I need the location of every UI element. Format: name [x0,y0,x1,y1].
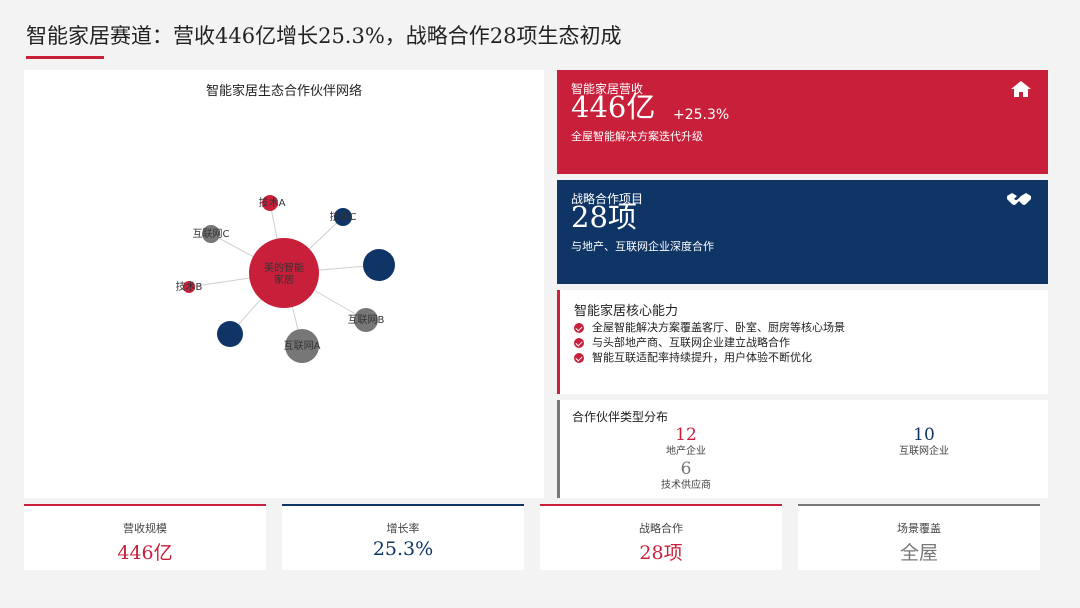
list-item: 智能互联适配率持续提升，用户体验不断优化 [574,350,845,365]
partner-distribution-panel: 合作伙伴类型分布 12 地产企业 10 互联网企业 6 技术供应商 [557,400,1048,498]
network-title: 智能家居生态合作伙伴网络 [205,84,362,99]
kpi-value: 28项 [639,542,683,564]
title-underline [26,56,104,59]
kpi-label: 增长率 [386,522,420,535]
handshake-icon [1006,190,1032,212]
list-item: 与头部地产商、互联网企业建立战略合作 [574,335,845,350]
network-center-node [249,238,319,308]
partnership-subtitle: 与地产、互联网企业深度合作 [571,240,714,253]
network-node [354,308,378,332]
distribution-item-tech: 6 技术供应商 [626,460,746,492]
distribution-item-realestate: 12 地产企业 [626,426,746,458]
check-circle-icon [574,322,584,333]
revenue-label: 智能家居营收 [571,82,644,96]
network-node-label: 技术C [330,210,357,223]
kpi-coverage: 场景覆盖 全屋 [798,504,1040,570]
capabilities-title: 智能家居核心能力 [574,304,679,319]
revenue-subtitle: 全屋智能解决方案迭代升级 [571,130,703,143]
network-node [334,208,352,226]
network-node [183,281,195,293]
distribution-label: 互联网企业 [899,446,949,457]
revenue-value: 446亿 [571,90,656,124]
network-center-label: 家居 [274,273,294,286]
revenue-growth: +25.3% [673,107,730,123]
partnership-card: 战略合作项目 28项 与地产、互联网企业深度合作 [557,180,1048,284]
network-panel: 智能家居生态合作伙伴网络 技术A 技术C 互联网B 互联网A 技术B 互联网C 美的智能 家居 [24,70,544,498]
distribution-label: 地产企业 [666,446,706,457]
check-circle-icon [574,337,584,348]
capabilities-panel: 智能家居核心能力 全屋智能解决方案覆盖客厅、卧室、厨房等核心场景 与头部地产商、… [557,290,1048,394]
network-node-label: 技术A [259,196,286,209]
kpi-value: 全屋 [899,542,938,564]
kpi-growth: 增长率 25.3% [282,504,524,570]
kpi-value: 446亿 [117,542,173,564]
network-node-label: 互联网B [348,314,385,326]
network-node [217,321,243,347]
network-center-label: 美的智能 [264,261,304,274]
network-node [262,195,278,211]
page-title: 智能家居赛道：营收446亿增长25.3%，战略合作28项生态初成 [26,24,622,48]
network-node-label: 互联网A [284,340,321,352]
revenue-card: 智能家居营收 446亿 +25.3% 全屋智能解决方案迭代升级 [557,70,1048,174]
network-node [285,329,319,363]
distribution-value: 10 [913,425,935,445]
network-node [202,225,220,243]
distribution-label: 技术供应商 [661,480,711,491]
distribution-item-internet: 10 互联网企业 [864,426,984,458]
partnership-label: 战略合作项目 [571,192,644,206]
network-node-label: 技术B [176,280,203,293]
kpi-label: 营收规模 [123,522,167,535]
capabilities-list: 全屋智能解决方案覆盖客厅、卧室、厨房等核心场景 与头部地产商、互联网企业建立战略… [574,320,845,365]
kpi-revenue: 营收规模 446亿 [24,504,266,570]
list-item: 全屋智能解决方案覆盖客厅、卧室、厨房等核心场景 [574,320,845,335]
kpi-value: 25.3% [372,538,434,560]
partnership-value: 28项 [571,200,637,234]
home-icon [1010,80,1032,102]
network-node-label: 互联网C [193,228,230,240]
distribution-value: 12 [675,425,697,445]
kpi-label: 战略合作 [639,522,683,535]
distribution-title: 合作伙伴类型分布 [572,410,669,424]
kpi-partnerships: 战略合作 28项 [540,504,782,570]
kpi-label: 场景覆盖 [897,522,941,535]
distribution-value: 6 [680,459,692,479]
network-node [363,249,395,281]
check-circle-icon [574,352,584,363]
